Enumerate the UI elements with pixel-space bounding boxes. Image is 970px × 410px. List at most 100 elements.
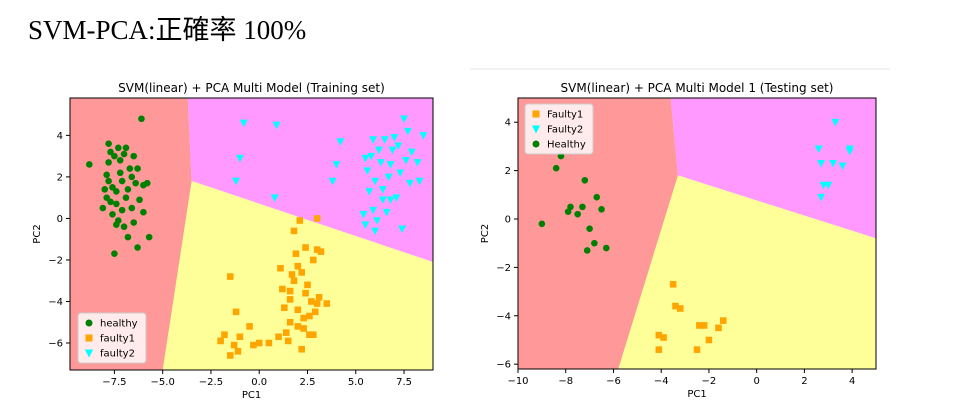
data-point-healthy <box>111 152 118 160</box>
training-chart: −7.5 −5.0 −2.5 0.0 2.5 5.0 7.5 −6 −4 −2 0 2 4 SVM(lin… <box>32 81 434 401</box>
data-point-faulty1 <box>315 294 323 301</box>
x-tick-label: 0 <box>753 376 759 387</box>
x-tick-label: 5.0 <box>348 377 364 388</box>
data-point-healthy <box>86 161 93 168</box>
data-point-faulty1 <box>306 331 313 339</box>
data-point-faulty2 <box>415 177 424 186</box>
data-point-faulty1 <box>669 281 677 288</box>
data-point-faulty2 <box>336 138 345 146</box>
legend-marker-faulty1 <box>532 110 540 118</box>
x-tick-label: −6 <box>606 376 621 387</box>
legend-marker-faulty2 <box>84 349 94 358</box>
data-point-faulty2 <box>403 127 412 136</box>
legend-label-faulty1: Faulty1 <box>547 110 583 121</box>
data-point-faulty1 <box>306 312 313 320</box>
data-point-faulty2 <box>405 179 414 188</box>
data-point-faulty2 <box>376 159 385 167</box>
data-point-faulty2 <box>384 173 393 182</box>
data-point-healthy <box>103 171 110 179</box>
data-point-faulty1 <box>705 336 713 344</box>
data-point-healthy <box>574 210 581 218</box>
y-tick-label: 4 <box>57 131 63 142</box>
region-faulty2 <box>670 98 876 239</box>
data-point-faulty2 <box>824 181 833 190</box>
data-point-faulty2 <box>386 196 395 205</box>
data-point-healthy <box>116 169 124 177</box>
data-point-faulty1 <box>290 227 298 235</box>
data-point-faulty1 <box>288 271 296 278</box>
data-point-faulty1 <box>313 215 321 222</box>
data-point-faulty1 <box>655 331 663 339</box>
data-point-healthy <box>134 165 141 172</box>
data-point-healthy <box>593 193 601 201</box>
data-point-faulty1 <box>217 337 224 345</box>
data-point-healthy <box>105 140 112 147</box>
x-tick-label: −5.0 <box>151 377 175 388</box>
region-healthy <box>518 98 705 369</box>
data-point-healthy <box>581 176 589 184</box>
data-point-faulty1 <box>232 308 240 316</box>
data-point-faulty1 <box>300 325 307 332</box>
data-point-faulty2 <box>239 119 248 128</box>
decision-regions <box>518 98 876 369</box>
data-point-faulty1 <box>309 331 317 339</box>
data-point-healthy <box>120 150 128 158</box>
x-tick-label: 7.5 <box>396 377 412 388</box>
y-tick-label: −4 <box>496 311 511 322</box>
data-point-faulty1 <box>265 339 273 347</box>
series-healthy <box>538 152 610 254</box>
data-point-faulty2 <box>235 154 244 163</box>
data-point-faulty1 <box>294 262 302 270</box>
data-point-healthy <box>132 179 139 187</box>
y-tick-label: −6 <box>496 360 511 371</box>
y-axis-label: PC2 <box>32 224 43 243</box>
data-point-healthy <box>124 186 132 193</box>
testing-chart: −10 −8 −6 −4 −2 0 2 4 −6 −4 −2 0 2 4 SVM(linear) + PCA… <box>480 81 877 400</box>
legend-marker-faulty2 <box>531 125 541 134</box>
data-point-faulty1 <box>317 248 325 255</box>
data-point-healthy <box>107 148 114 156</box>
data-point-faulty2 <box>361 154 370 163</box>
legend: Faulty1 Faulty2 Healthy <box>524 103 594 155</box>
data-point-healthy <box>113 188 120 195</box>
data-point-healthy <box>113 200 120 208</box>
data-point-faulty2 <box>378 196 387 205</box>
data-point-faulty2 <box>369 206 378 215</box>
data-point-healthy <box>118 177 126 185</box>
data-point-faulty2 <box>386 161 395 169</box>
legend: healthy faulty1 faulty2 <box>77 312 147 364</box>
data-point-healthy <box>111 250 118 258</box>
legend-marker-faulty1 <box>85 334 93 342</box>
data-point-faulty1 <box>655 346 663 353</box>
data-point-faulty1 <box>279 285 286 293</box>
data-point-faulty1 <box>294 323 302 330</box>
x-tick-label: 4 <box>849 376 855 387</box>
data-point-faulty1 <box>275 333 282 341</box>
series-healthy <box>86 115 153 258</box>
series-faulty2 <box>814 118 854 202</box>
legend-marker-healthy <box>532 140 540 148</box>
data-point-faulty1 <box>298 345 306 353</box>
data-point-faulty2 <box>371 227 380 236</box>
data-point-faulty2 <box>365 188 374 196</box>
y-tick-label: −2 <box>48 255 63 266</box>
data-point-faulty1 <box>700 322 708 329</box>
data-point-healthy <box>603 244 610 252</box>
data-point-faulty1 <box>296 217 304 224</box>
data-point-faulty2 <box>390 134 399 142</box>
data-point-faulty1 <box>236 333 244 341</box>
data-point-healthy <box>109 183 116 191</box>
data-point-healthy <box>128 173 136 181</box>
data-point-healthy <box>134 244 141 251</box>
data-point-faulty1 <box>672 302 679 310</box>
y-tick-label: 0 <box>57 214 63 225</box>
x-tick-label: −2.5 <box>199 377 223 388</box>
data-point-faulty2 <box>419 132 428 140</box>
data-point-faulty2 <box>371 177 380 186</box>
data-point-healthy <box>552 164 560 172</box>
data-point-healthy <box>130 152 138 160</box>
data-point-faulty2 <box>402 156 410 165</box>
data-point-healthy <box>128 204 136 212</box>
data-point-faulty1 <box>286 287 294 295</box>
